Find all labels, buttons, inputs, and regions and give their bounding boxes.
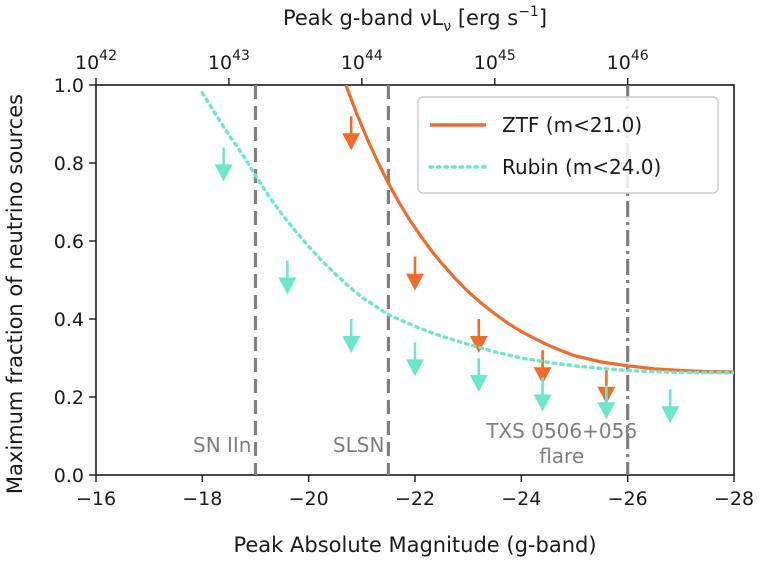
series-1-upper-limit-2	[342, 319, 361, 353]
ref-label-2: TXS 0506+056	[485, 419, 637, 443]
series-0-upper-limit-3	[533, 350, 552, 385]
x-tick-label-5: −26	[608, 488, 648, 510]
upper-limit-arrowhead	[278, 277, 297, 295]
series-1-upper-limit-7	[661, 389, 680, 424]
series-0-upper-limit-0	[342, 116, 361, 151]
x-tick-label-1: −18	[182, 488, 222, 510]
upper-limit-arrowhead	[214, 164, 233, 182]
ref-label-1: SLSN	[333, 433, 385, 457]
legend-entry-1: Rubin (m<24.0)	[428, 155, 661, 179]
series-1-upper-limit-5	[533, 377, 552, 412]
upper-limit-arrowhead	[406, 273, 424, 291]
upper-limit-arrowhead	[342, 133, 361, 151]
series-1-upper-limit-1	[278, 260, 297, 295]
axis-labels: Peak g-band νLν [erg s−1] Peak Absolute M…	[3, 4, 597, 557]
ref-label-0: SN IIn	[193, 433, 252, 457]
x-axis-title: Peak Absolute Magnitude (g-band)	[233, 533, 596, 557]
x-tick-label-0: −16	[76, 488, 116, 510]
upper-limit-arrowhead	[597, 402, 616, 420]
legend: ZTF (m<21.0) Rubin (m<24.0)	[417, 96, 719, 194]
y-tick-label-5: 1.0	[54, 75, 84, 97]
x-tick-label-4: −24	[501, 488, 541, 510]
series-1-upper-limit-6	[597, 385, 616, 420]
upper-limit-arrowhead	[342, 336, 361, 353]
upper-limit-arrowhead	[406, 359, 424, 377]
y-tick-label-2: 0.4	[54, 309, 84, 331]
top-tick-label-0: 1042	[75, 48, 117, 74]
series-1-upper-limit-0	[214, 147, 233, 182]
legend-label-1: Rubin (m<24.0)	[502, 155, 661, 179]
axes: −16 −18 −20 −22 −24 −26 −280.00.20.40.60.81.01…	[54, 48, 754, 510]
upper-limit-arrowhead	[661, 406, 680, 424]
x-tick-label-6: −28	[714, 488, 754, 510]
series-0-upper-limit-2	[469, 319, 488, 353]
top-tick-label-3: 1045	[474, 48, 516, 74]
series-0-upper-limit-1	[406, 256, 424, 291]
top-tick-label-1: 1043	[208, 48, 250, 74]
upper-limit-arrowhead	[469, 336, 488, 353]
y-tick-label-3: 0.6	[54, 231, 84, 253]
y-tick-label-0: 0.0	[54, 465, 84, 487]
series-0-line	[344, 85, 734, 374]
x-tick-label-3: −22	[395, 488, 435, 510]
upper-limit-arrowhead	[533, 367, 552, 385]
ref-label-2-line2: flare	[539, 444, 584, 468]
y-tick-label-1: 0.2	[54, 387, 84, 409]
y-tick-label-4: 0.8	[54, 153, 84, 175]
legend-box	[417, 96, 719, 194]
legend-entry-0: ZTF (m<21.0)	[430, 113, 642, 137]
series-1-line	[200, 91, 734, 375]
top-tick-label-2: 1044	[341, 48, 383, 74]
top-axis-title: Peak g-band νLν [erg s−1]	[283, 4, 547, 35]
legend-label-0: ZTF (m<21.0)	[502, 113, 642, 137]
series-layer	[200, 85, 734, 424]
series-1-upper-limit-4	[469, 358, 488, 392]
upper-limit-arrowhead	[469, 375, 488, 392]
x-tick-label-2: −20	[289, 488, 329, 510]
y-axis-title: Maximum fraction of neutrino sources	[3, 94, 27, 494]
upper-limit-arrowhead	[533, 394, 552, 412]
top-tick-label-4: 1046	[607, 48, 649, 74]
series-1-upper-limit-3	[406, 342, 424, 377]
